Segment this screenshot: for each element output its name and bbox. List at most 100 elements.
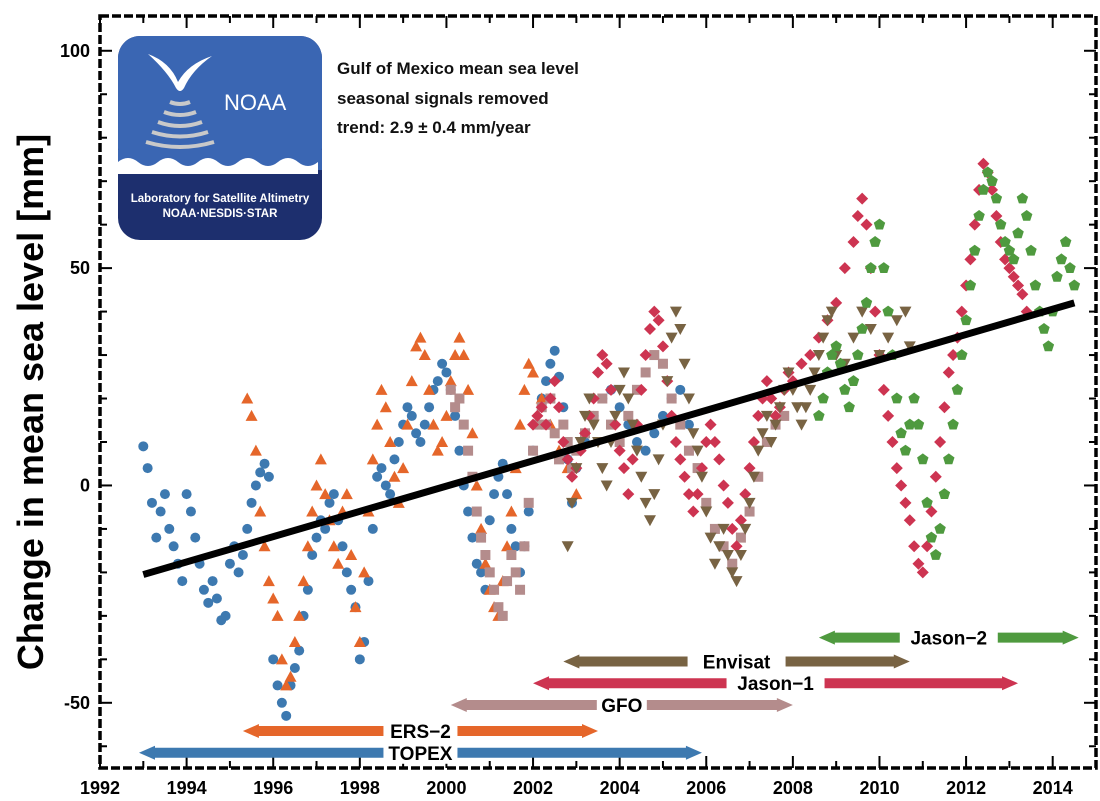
- point-ers-2: [245, 409, 258, 421]
- point-jason-1: [747, 435, 760, 448]
- point-envisat: [847, 332, 860, 344]
- point-gfo: [480, 550, 491, 561]
- point-jason-1: [596, 349, 609, 362]
- point-envisat: [579, 410, 592, 422]
- point-envisat: [626, 419, 639, 431]
- x-tick-label: 1996: [253, 778, 293, 798]
- point-jason-2: [904, 418, 916, 430]
- point-topex: [463, 506, 474, 517]
- point-gfo: [458, 419, 469, 430]
- point-envisat: [678, 358, 691, 370]
- mission-label: Jason−1: [737, 674, 814, 695]
- point-jason-2: [839, 383, 851, 395]
- point-envisat: [773, 402, 786, 414]
- bird-icon: [148, 54, 212, 91]
- point-jason-1: [877, 383, 890, 396]
- point-topex: [198, 584, 209, 595]
- x-tick-label: 2006: [686, 778, 726, 798]
- info-trend: trend: 2.9 ± 0.4 mm/year: [337, 118, 531, 137]
- point-jason-1: [882, 409, 895, 422]
- point-jason-2: [891, 392, 903, 404]
- point-ers-2: [462, 383, 475, 395]
- point-jason-1: [656, 340, 669, 353]
- point-envisat: [652, 454, 665, 466]
- point-envisat: [639, 497, 652, 509]
- point-jason-1: [869, 305, 882, 318]
- point-jason-1: [566, 470, 579, 483]
- point-ers-2: [297, 575, 310, 587]
- point-topex: [367, 523, 378, 534]
- point-envisat: [596, 463, 609, 475]
- point-jason-1: [947, 349, 960, 362]
- point-topex: [471, 558, 482, 569]
- point-jason-2: [938, 488, 951, 499]
- point-jason-2: [847, 375, 860, 386]
- info-region: Gulf of Mexico mean sea level: [337, 59, 579, 78]
- point-envisat: [821, 315, 834, 327]
- point-envisat: [782, 367, 795, 379]
- point-envisat: [695, 471, 708, 483]
- point-jason-1: [760, 375, 773, 388]
- point-topex: [385, 489, 396, 500]
- point-envisat: [583, 393, 596, 405]
- point-ers-2: [431, 444, 444, 456]
- point-ers-2: [410, 340, 423, 352]
- point-jason-1: [713, 453, 726, 466]
- point-envisat: [570, 463, 583, 475]
- point-jason-2: [826, 349, 838, 360]
- point-ers-2: [319, 488, 332, 500]
- point-envisat: [669, 306, 682, 318]
- mission-label-bg: [383, 720, 458, 743]
- point-gfo: [515, 584, 526, 595]
- point-topex: [411, 428, 422, 439]
- point-gfo: [493, 602, 504, 613]
- point-gfo: [735, 532, 746, 543]
- point-envisat: [726, 567, 739, 579]
- point-envisat: [635, 471, 648, 483]
- point-envisat: [817, 332, 830, 344]
- point-envisat: [812, 350, 825, 362]
- point-envisat: [643, 515, 656, 527]
- point-envisat: [825, 306, 838, 318]
- point-ers-2: [267, 592, 280, 604]
- point-gfo: [666, 393, 677, 404]
- mission-label-bg: [383, 741, 458, 764]
- point-gfo: [484, 567, 495, 578]
- point-envisat: [890, 315, 903, 327]
- point-topex: [190, 532, 201, 543]
- point-envisat: [617, 367, 630, 379]
- point-topex: [237, 550, 248, 561]
- point-topex: [211, 593, 222, 604]
- point-topex: [341, 567, 352, 578]
- point-jason-1: [557, 435, 570, 448]
- point-topex: [545, 358, 556, 369]
- point-jason-1: [912, 557, 925, 570]
- point-jason-2: [925, 531, 938, 543]
- point-jason-1: [838, 262, 851, 275]
- point-jason-1: [604, 383, 617, 396]
- x-tick-label: 2010: [859, 778, 899, 798]
- point-topex: [437, 358, 448, 369]
- point-envisat: [799, 402, 812, 414]
- point-topex: [380, 480, 391, 491]
- point-ers-2: [453, 331, 466, 343]
- point-envisat: [717, 523, 730, 535]
- point-ers-2: [505, 505, 518, 517]
- point-ers-2: [254, 505, 267, 517]
- point-topex: [484, 515, 495, 526]
- point-gfo: [761, 436, 772, 447]
- point-topex: [138, 441, 149, 452]
- x-tick-label: 2014: [1033, 778, 1073, 798]
- point-gfo: [463, 445, 474, 456]
- point-topex: [476, 567, 487, 578]
- mission-label: TOPEX: [388, 744, 452, 765]
- logo-title: NOAA: [224, 90, 287, 115]
- point-ers-2: [345, 549, 358, 561]
- point-envisat: [704, 532, 717, 544]
- point-gfo: [519, 541, 530, 552]
- point-envisat: [648, 489, 661, 501]
- point-envisat: [674, 323, 687, 335]
- point-ers-2: [423, 383, 436, 395]
- point-topex: [683, 419, 694, 430]
